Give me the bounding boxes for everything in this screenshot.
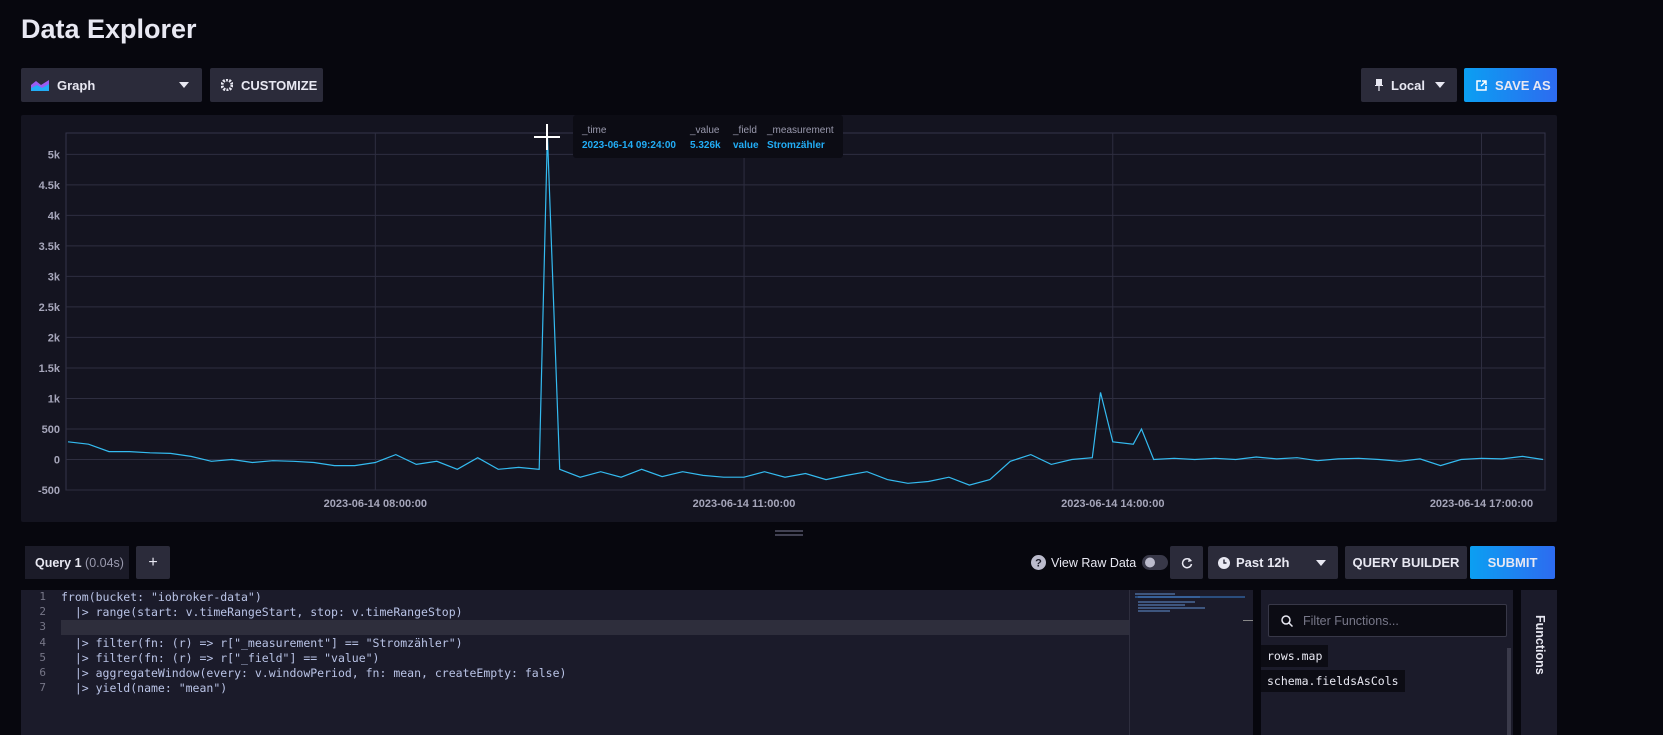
- y-tick-label: 0: [54, 454, 60, 466]
- save-as-button[interactable]: SAVE AS: [1464, 68, 1557, 102]
- line-number: 7: [39, 681, 46, 695]
- graph-dropdown[interactable]: Graph: [21, 68, 202, 102]
- function-item[interactable]: schema.fieldsAsCols: [1261, 670, 1405, 692]
- code-line: from(bucket: "iobroker-data"): [61, 590, 262, 604]
- query-builder-button[interactable]: QUERY BUILDER: [1345, 546, 1467, 579]
- functions-tab-label: Functions: [1533, 615, 1547, 675]
- tooltip-value: Stromzähler: [767, 140, 825, 151]
- query-timing: (0.04s): [85, 555, 124, 570]
- plot-frame: [65, 132, 1546, 491]
- raw-data-label: View Raw Data: [1051, 555, 1137, 570]
- line-number: 2: [39, 605, 46, 619]
- function-name: schema.fieldsAsCols: [1261, 670, 1405, 692]
- add-query-button[interactable]: +: [136, 546, 170, 579]
- customize-label: CUSTOMIZE: [241, 77, 318, 93]
- code-line: |> filter(fn: (r) => r["_measurement"] =…: [61, 635, 463, 650]
- functions-panel: Filter Functions... rows.map schema.field…: [1261, 590, 1513, 735]
- search-placeholder: Filter Functions...: [1303, 613, 1399, 628]
- refresh-button[interactable]: [1170, 546, 1203, 579]
- y-tick-label: -500: [38, 485, 60, 497]
- search-icon: [1281, 614, 1293, 627]
- svg-text:?: ?: [1035, 558, 1042, 570]
- caret: [1316, 559, 1326, 566]
- save-as-label: SAVE AS: [1495, 77, 1551, 93]
- y-tick-label: 2k: [48, 332, 61, 344]
- line-number: 3: [39, 620, 46, 634]
- caret: [179, 82, 189, 88]
- code-line: |> filter(fn: (r) => r["_field"] == "val…: [61, 650, 380, 665]
- time-range-label: Past 12h: [1236, 555, 1290, 570]
- scrollbar: [1507, 648, 1511, 735]
- minimap-preview: [1135, 593, 1245, 612]
- current-line-highlight: [61, 620, 1129, 635]
- x-tick-label: 2023-06-14 14:00:00: [1061, 498, 1164, 510]
- line-number: 6: [39, 666, 46, 679]
- x-tick-label: 2023-06-14 11:00:00: [693, 498, 796, 510]
- graph-icon: [31, 80, 49, 91]
- tooltip-header: _time: [582, 125, 607, 136]
- functions-tab[interactable]: Functions: [1521, 590, 1557, 735]
- function-name: rows.map: [1261, 645, 1329, 667]
- y-tick-label: 5k: [48, 149, 61, 161]
- chart-panel: -500 0 500 1k 1.5k 2k 2.5k 3k 3.5k 4k 4.5k 5k 2023-0…: [21, 115, 1557, 522]
- minimap: [1129, 590, 1253, 735]
- clock-icon: [1218, 556, 1230, 569]
- refresh-icon: [1181, 557, 1192, 568]
- crosshair: [534, 124, 560, 150]
- scroll-marker: [1243, 620, 1253, 621]
- submit-button[interactable]: SUBMIT: [1470, 546, 1555, 579]
- y-tick-label: 500: [42, 424, 60, 436]
- time-range-dropdown[interactable]: Past 12h: [1208, 546, 1338, 579]
- y-tick-label: 1.5k: [39, 363, 61, 375]
- code-line: |> yield(name: "mean"): [61, 681, 228, 696]
- y-tick-label: 3.5k: [39, 241, 61, 253]
- line-number: 1: [39, 590, 46, 603]
- tooltip-header: _value: [690, 125, 720, 136]
- data-line: [67, 134, 1544, 486]
- caret: [1435, 82, 1445, 88]
- timezone-dropdown[interactable]: Local: [1361, 68, 1457, 102]
- tooltip: _time 2023-06-14 09:24:00 _value 5.326k _fie…: [573, 115, 843, 158]
- tooltip-header: _field: [733, 125, 757, 136]
- y-tick-label: 1k: [48, 393, 61, 405]
- tooltip-value: 5.326k: [690, 140, 721, 151]
- page-title: Data Explorer: [21, 14, 197, 44]
- code-editor[interactable]: 1 from(bucket: "iobroker-data") 2 |> range…: [21, 590, 1253, 735]
- code-line: |> range(start: v.timeRangeStart, stop: …: [61, 605, 463, 620]
- info-icon: ?: [1031, 555, 1046, 570]
- tooltip-value: 2023-06-14 09:24:00: [582, 140, 676, 151]
- query-tab[interactable]: Query 1 (0.04s): [25, 546, 129, 579]
- line-number: 4: [39, 635, 46, 649]
- y-tick-label: 2.5k: [39, 302, 61, 314]
- tooltip-header: _measurement: [767, 125, 834, 136]
- export-icon: [1476, 79, 1487, 91]
- function-search[interactable]: Filter Functions...: [1268, 604, 1507, 637]
- code-line: |> aggregateWindow(every: v.windowPeriod…: [61, 666, 567, 680]
- tooltip-value: value: [733, 140, 759, 151]
- pin-icon: [1375, 79, 1383, 91]
- chart: -500 0 500 1k 1.5k 2k 2.5k 3k 3.5k 4k 4.5k 5k 2023-0…: [38, 132, 1546, 510]
- query-tab-label: Query 1: [35, 555, 82, 570]
- line-number: 5: [39, 650, 46, 664]
- graph-label: Graph: [57, 77, 96, 93]
- y-tick-label: 3k: [48, 271, 61, 283]
- customize-button[interactable]: CUSTOMIZE: [210, 68, 323, 102]
- x-tick-label: 2023-06-14 08:00:00: [324, 498, 427, 510]
- x-tick-label: 2023-06-14 17:00:00: [1430, 498, 1533, 510]
- toggle-switch[interactable]: [1142, 555, 1169, 570]
- raw-data-toggle[interactable]: ? View Raw Data: [1031, 554, 1169, 571]
- local-label: Local: [1391, 77, 1425, 93]
- y-tick-label: 4k: [48, 210, 61, 222]
- gear-icon: [221, 79, 233, 91]
- y-tick-label: 4.5k: [39, 180, 61, 192]
- resize-handle[interactable]: [775, 529, 803, 537]
- function-item[interactable]: rows.map: [1261, 645, 1405, 667]
